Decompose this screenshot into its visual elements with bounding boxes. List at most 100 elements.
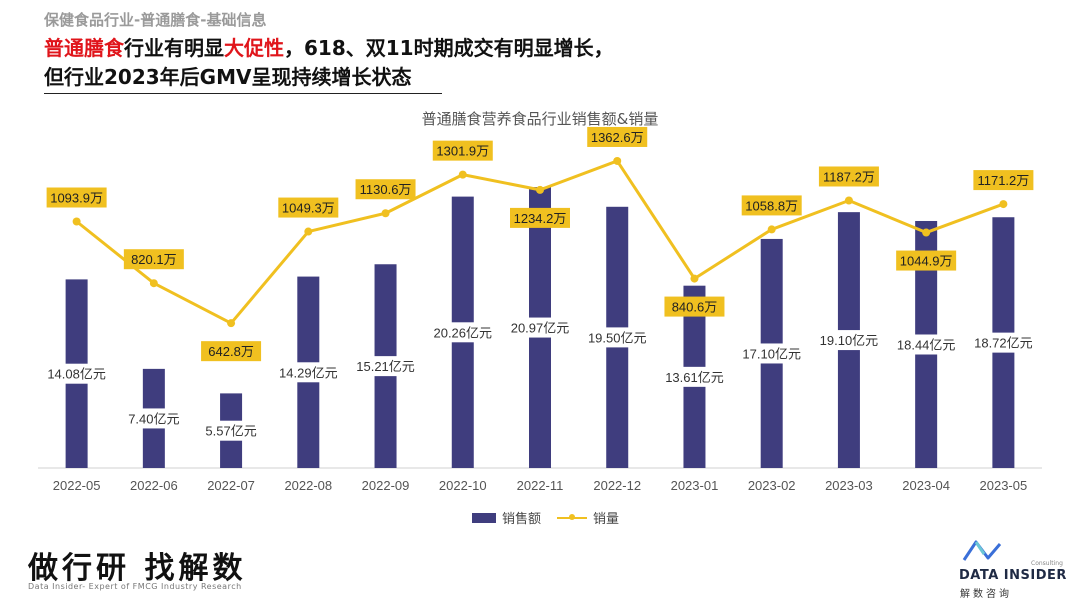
legend-bar-swatch [472,512,496,523]
bar-label-box [351,356,420,377]
x-tick-label: 2022-10 [439,478,487,493]
line-point-2023-05 [999,200,1008,209]
line-data-label: 642.8万 [208,344,254,359]
headline-highlight-category: 普通膳食 [44,36,124,60]
bar-data-label: 18.44亿元 [897,337,956,352]
line-point-2022-12 [613,156,622,165]
line-point-2023-03 [844,196,853,205]
bar-label-box [274,362,343,383]
legend-line-swatch [557,513,588,520]
bar-label-box [428,322,497,343]
bar-data-label: 15.21亿元 [356,359,415,374]
line-label-box [278,197,339,218]
x-tick-label: 2022-06 [130,478,178,493]
bar-data-label: 18.72亿元 [974,336,1033,351]
bar-label-box [42,363,111,384]
legend-label-sales: 销售额 [502,512,542,527]
line-label-box [432,140,493,161]
bar-data-label: 19.10亿元 [820,333,879,348]
bar-label-box [814,330,883,351]
bar-label-box [660,366,729,387]
line-label-box [510,207,570,228]
line-point-2023-02 [767,225,776,234]
line-label-box [123,249,184,270]
line-data-label: 1093.9万 [50,191,103,206]
headline-highlight-promo: 大促性 [224,36,284,60]
headline-line-1: 普通膳食行业有明显大促性，618、双11时期成交有明显增长， [44,34,614,63]
bar-label-box [583,327,652,348]
bar-data-label: 20.97亿元 [511,321,570,336]
line-point-2022-07 [227,319,236,328]
line-point-2022-08 [304,227,313,236]
x-tick-label: 2022-09 [362,478,410,493]
chart-title: 普通膳食营养食品行业销售额&销量 [421,110,659,128]
line-point-2023-01 [690,274,699,283]
bar-data-label: 7.40亿元 [128,411,179,426]
chart-legend: 销售额 销量 [472,508,619,527]
line-label-box [46,187,107,208]
footer-tagline: Data Insider- Expert of FMCG Industry Re… [28,582,242,591]
logo-consulting-text: Consulting [1031,560,1063,567]
bar-data-label: 5.57亿元 [205,424,256,439]
x-tick-label: 2023-02 [748,478,796,493]
x-tick-label: 2023-03 [825,478,873,493]
bar-label-box [969,332,1038,353]
footer-slogan: 做行研 找解数 [28,551,247,586]
bar-data-label: 19.50亿元 [588,330,647,345]
bar-label-box [892,334,961,355]
bar-data-label: 13.61亿元 [665,370,724,385]
legend-label-volume: 销量 [593,512,620,527]
line-data-label: 1058.8万 [745,198,798,213]
logo-name: DATA INSIDER [959,568,1067,583]
line-data-label: 1049.3万 [282,201,335,216]
line-point-2023-04 [922,228,931,237]
x-tick-label: 2022-12 [593,478,641,493]
line-data-label: 1234.2万 [514,211,567,226]
line-point-2022-11 [536,185,544,194]
line-point-2022-10 [458,170,467,179]
line-data-label: 1171.2万 [977,173,1029,188]
headline-line-2: 但行业2023年后GMV呈现持续增长状态 [44,65,412,89]
bar-label-box [737,343,806,364]
line-data-label: 840.6万 [672,300,718,315]
line-data-label: 820.1万 [131,252,177,267]
line-label-box [741,195,802,216]
line-label-box [355,179,416,200]
line-label-box [896,250,957,271]
x-tick-label: 2022-08 [284,478,332,493]
line-point-2022-09 [381,209,390,218]
line-point-2022-05 [72,217,81,226]
bar-data-label: 20.26亿元 [433,325,492,340]
line-label-box [973,170,1034,191]
line-data-label: 1301.9万 [436,144,489,159]
line-label-box [201,341,262,362]
headline-text-b: ，618、双11时期成交有明显增长， [284,36,614,60]
bar-label-box [119,408,188,429]
bar-label-box [197,420,266,441]
logo-chinese-name: 解数咨询 [960,589,1012,600]
line-label-box [587,126,648,147]
bar-data-label: 14.08亿元 [47,367,106,382]
bar-label-box [506,317,574,338]
x-tick-label: 2022-05 [53,478,101,493]
line-point-2022-06 [149,279,158,288]
line-data-label: 1187.2万 [823,169,875,184]
headline-text-a: 行业有明显 [124,36,224,60]
x-tick-label: 2022-07 [207,478,255,493]
x-tick-label: 2022-11 [517,478,564,493]
bar-data-label: 17.10亿元 [742,346,801,361]
page-title: 普通膳食行业有明显大促性，618、双11时期成交有明显增长， 但行业2023年后… [44,34,614,92]
data-insider-logo-icon [962,540,1002,561]
bar-data-label: 14.29亿元 [279,365,338,380]
x-tick-label: 2023-01 [671,478,719,493]
x-tick-label: 2023-05 [980,478,1028,493]
x-tick-label: 2023-04 [902,478,950,493]
headline-underline [44,93,442,94]
line-data-label: 1044.9万 [900,254,953,269]
line-data-label: 1130.6万 [360,182,412,197]
line-data-label: 1362.6万 [591,130,644,145]
breadcrumb: 保健食品行业-普通膳食-基础信息 [44,11,267,29]
line-label-box [818,166,879,187]
line-label-box [664,296,725,317]
